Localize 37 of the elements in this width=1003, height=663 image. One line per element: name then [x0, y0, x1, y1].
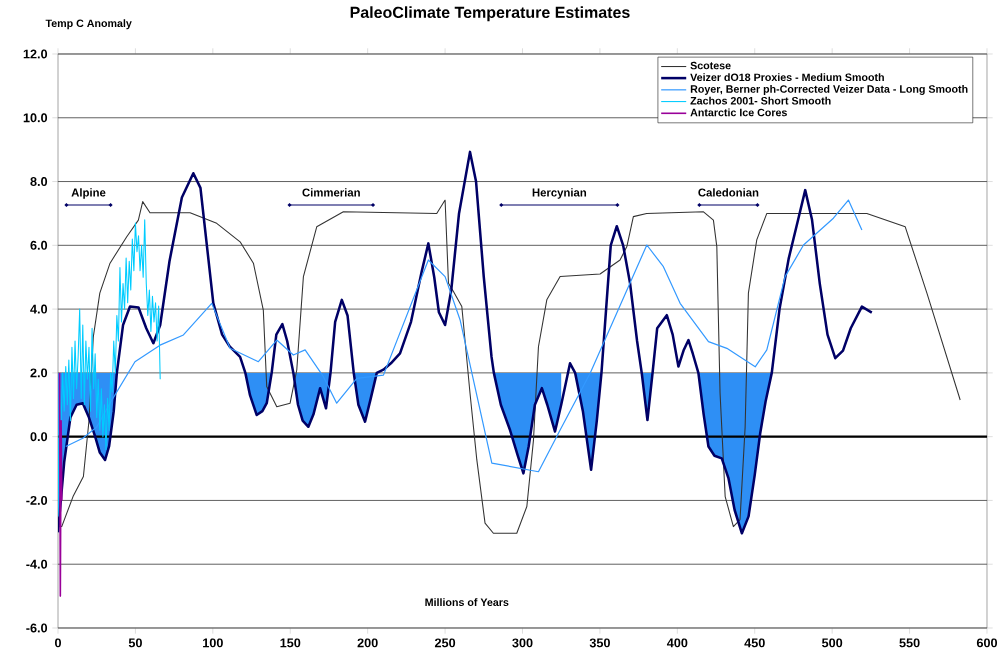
x-tick-label: 400 — [666, 638, 688, 648]
annotation: Cimmerian — [302, 188, 360, 197]
line-series — [58, 372, 63, 597]
x-tick-label: 350 — [589, 638, 610, 648]
y-tick-label: 4.0 — [30, 304, 48, 314]
y-tick-label: 6.0 — [30, 240, 48, 250]
annotation: Alpine — [71, 188, 106, 199]
y-tick-label: 0.0 — [30, 432, 48, 442]
y-tick-label: -4.0 — [26, 559, 48, 569]
x-axis-title: Millions of Years — [425, 598, 509, 607]
x-tick-label: 150 — [280, 638, 301, 648]
annotation: Hercynian — [532, 188, 587, 199]
line-series — [58, 199, 961, 534]
x-tick-label: 450 — [744, 638, 765, 648]
y-tick-label: 2.0 — [30, 368, 48, 378]
legend-label: Royer, Berner ph-Corrected Veizer Data - Long Smooth — [690, 84, 968, 95]
x-tick-label: 50 — [128, 638, 142, 648]
y-tick-label: 8.0 — [30, 177, 48, 187]
legend-label: Veizer dO18 Proxies - Medium Smooth — [690, 73, 884, 82]
chart-title: PaleoClimate Temperature Estimates — [350, 6, 630, 22]
legend-label: Zachos 2001- Short Smooth — [690, 96, 831, 105]
x-tick-label: 0 — [54, 638, 62, 648]
y-tick-label: 10.0 — [23, 113, 48, 123]
y-tick-label: -2.0 — [26, 495, 48, 505]
y-tick-label: 12.0 — [23, 49, 48, 59]
x-tick-label: 250 — [434, 638, 456, 648]
x-tick-label: 200 — [357, 638, 378, 648]
y-axis-title: Temp C Anomaly — [45, 19, 132, 30]
x-tick-label: 550 — [899, 638, 920, 648]
x-tick-label: 100 — [203, 638, 223, 648]
x-tick-label: 300 — [512, 638, 533, 648]
x-tick-label: 600 — [976, 638, 998, 648]
annotation: Caledonian — [698, 188, 759, 197]
legend-label: Antarctic Ice Cores — [690, 108, 787, 117]
y-tick-label: -6.0 — [26, 623, 48, 633]
legend-label: Scotese — [690, 61, 731, 70]
x-tick-label: 500 — [821, 638, 843, 648]
